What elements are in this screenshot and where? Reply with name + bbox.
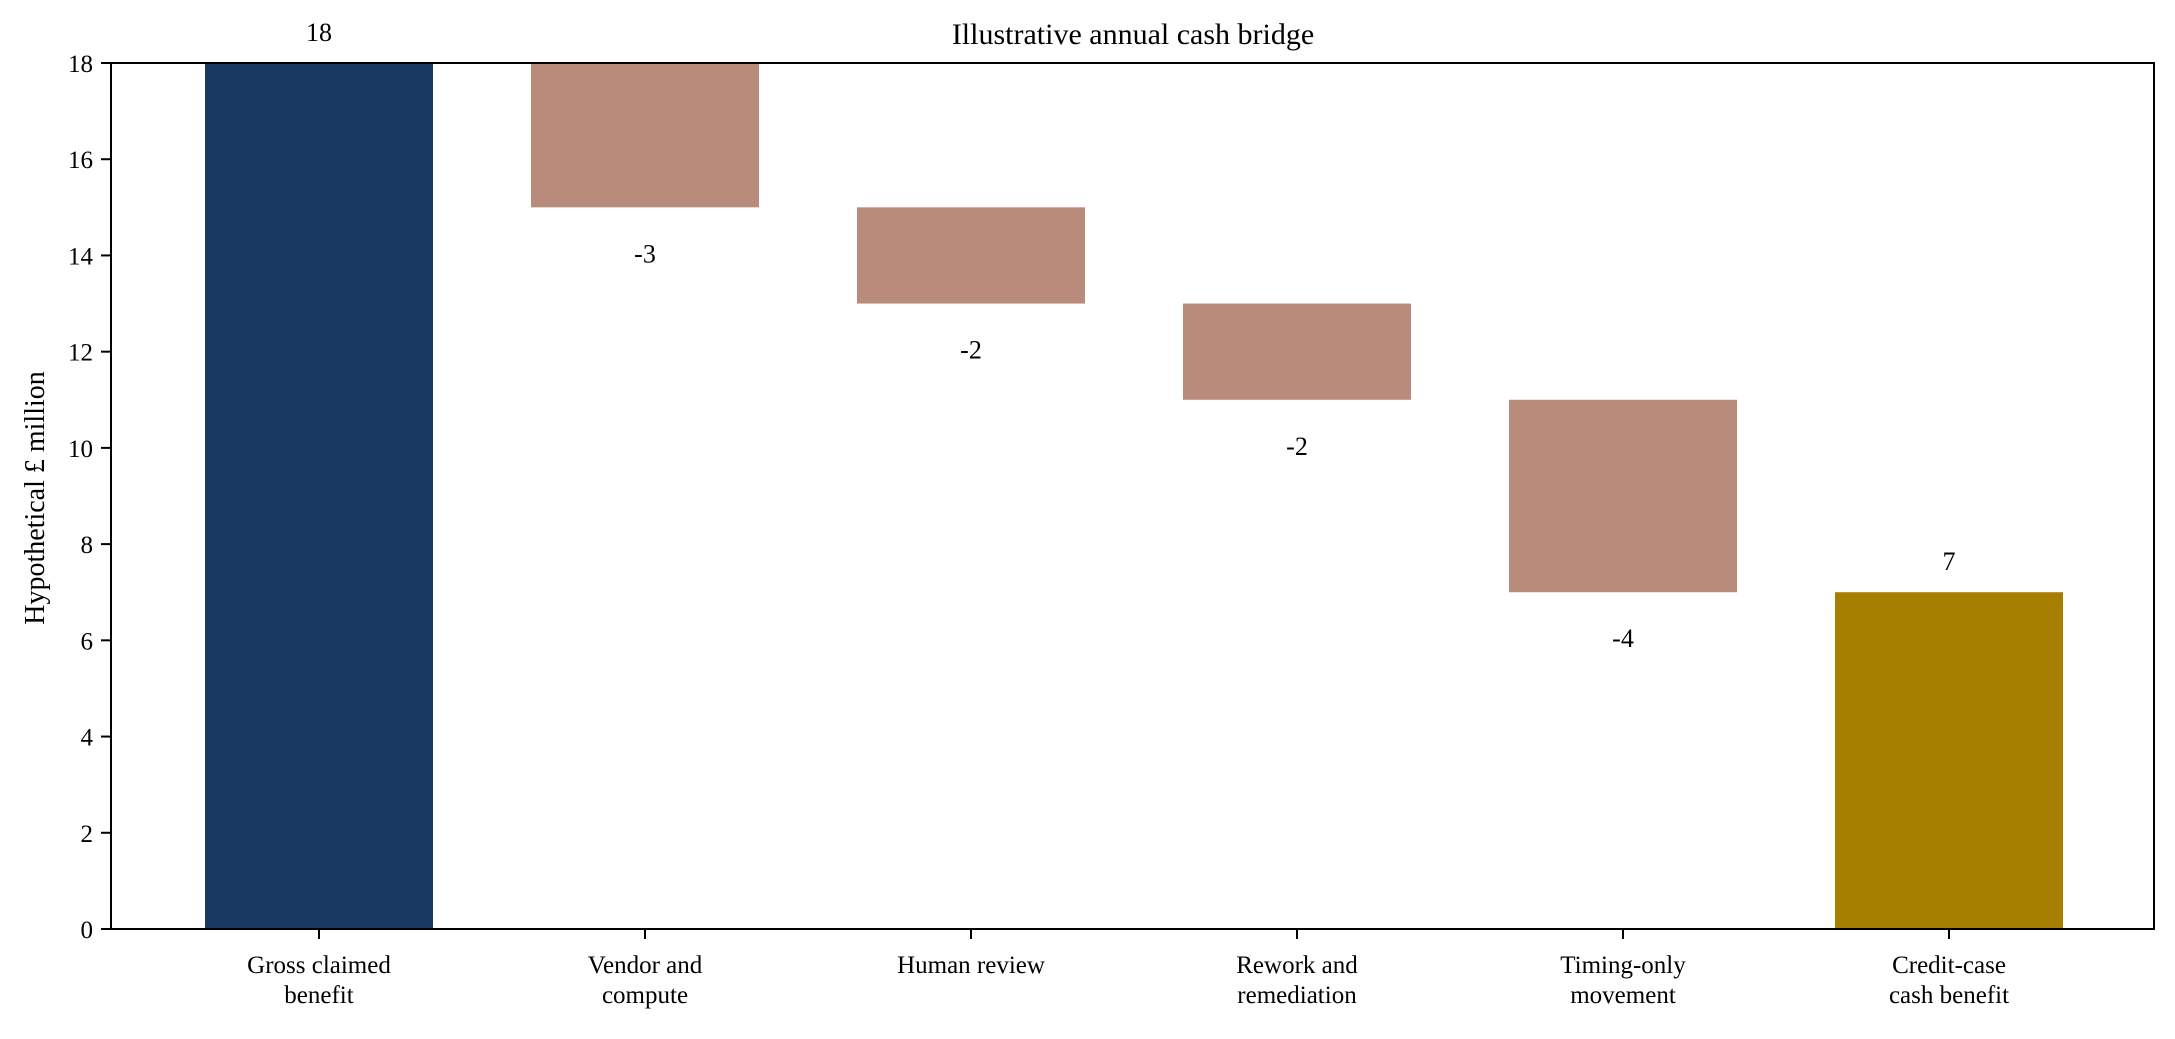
x-tick-label: Timing-only movement <box>1560 952 1686 1009</box>
data-label: -3 <box>634 239 656 268</box>
y-tick-label: 10 <box>68 436 93 463</box>
x-tick-label-line: Human review <box>897 952 1045 979</box>
x-tick-label-line: Gross claimed <box>247 952 391 979</box>
y-tick-label: 2 <box>81 821 94 848</box>
x-tick-label: Gross claimed benefit <box>247 952 391 1009</box>
x-tick-label-line: Timing-only <box>1560 952 1686 979</box>
data-label: -2 <box>1286 432 1308 461</box>
bar-decrease-2 <box>857 207 1085 304</box>
x-tick-label-line: Rework and <box>1236 952 1358 979</box>
x-tick-label: Human review <box>897 952 1045 979</box>
y-axis-label: Hypothetical £ million <box>20 371 51 625</box>
x-tick-label-line: remediation <box>1237 982 1357 1009</box>
data-label: 18 <box>306 18 332 47</box>
y-tick-label: 8 <box>81 532 94 559</box>
x-tick-label: Credit-case cash benefit <box>1889 952 2009 1009</box>
data-label: -2 <box>960 336 982 365</box>
y-tick-label: 16 <box>68 147 93 174</box>
bar-start-total <box>205 63 433 929</box>
x-tick-label-line: movement <box>1570 982 1676 1009</box>
y-tick-label: 14 <box>68 243 94 270</box>
x-tick-label-line: cash benefit <box>1889 982 2009 1009</box>
data-label: 7 <box>1943 547 1956 576</box>
y-tick-label: 0 <box>81 917 94 944</box>
chart-title: Illustrative annual cash bridge <box>952 18 1314 51</box>
plot-area: 18 -3 -2 -2 -4 7 0 2 4 6 8 10 12 14 16 18 Gross claimed b… <box>68 18 2155 1009</box>
x-tick-label: Vendor and compute <box>588 952 703 1009</box>
x-tick-label-line: Credit-case <box>1892 952 2006 979</box>
bar-end-total <box>1835 592 2063 929</box>
y-tick-label: 6 <box>81 628 94 655</box>
plot-frame <box>110 62 2155 930</box>
x-tick-label-line: compute <box>602 982 688 1009</box>
x-tick-label-line: benefit <box>284 982 353 1009</box>
bar-decrease-1 <box>531 63 759 208</box>
x-tick-label: Rework and remediation <box>1236 952 1358 1009</box>
y-tick-label: 18 <box>68 51 93 78</box>
y-tick-label: 12 <box>68 340 93 367</box>
data-label: -4 <box>1612 624 1634 653</box>
bar-decrease-4 <box>1509 399 1737 593</box>
bar-decrease-3 <box>1183 303 1411 400</box>
y-tick-label: 4 <box>81 725 94 752</box>
x-tick-label-line: Vendor and <box>588 952 703 979</box>
